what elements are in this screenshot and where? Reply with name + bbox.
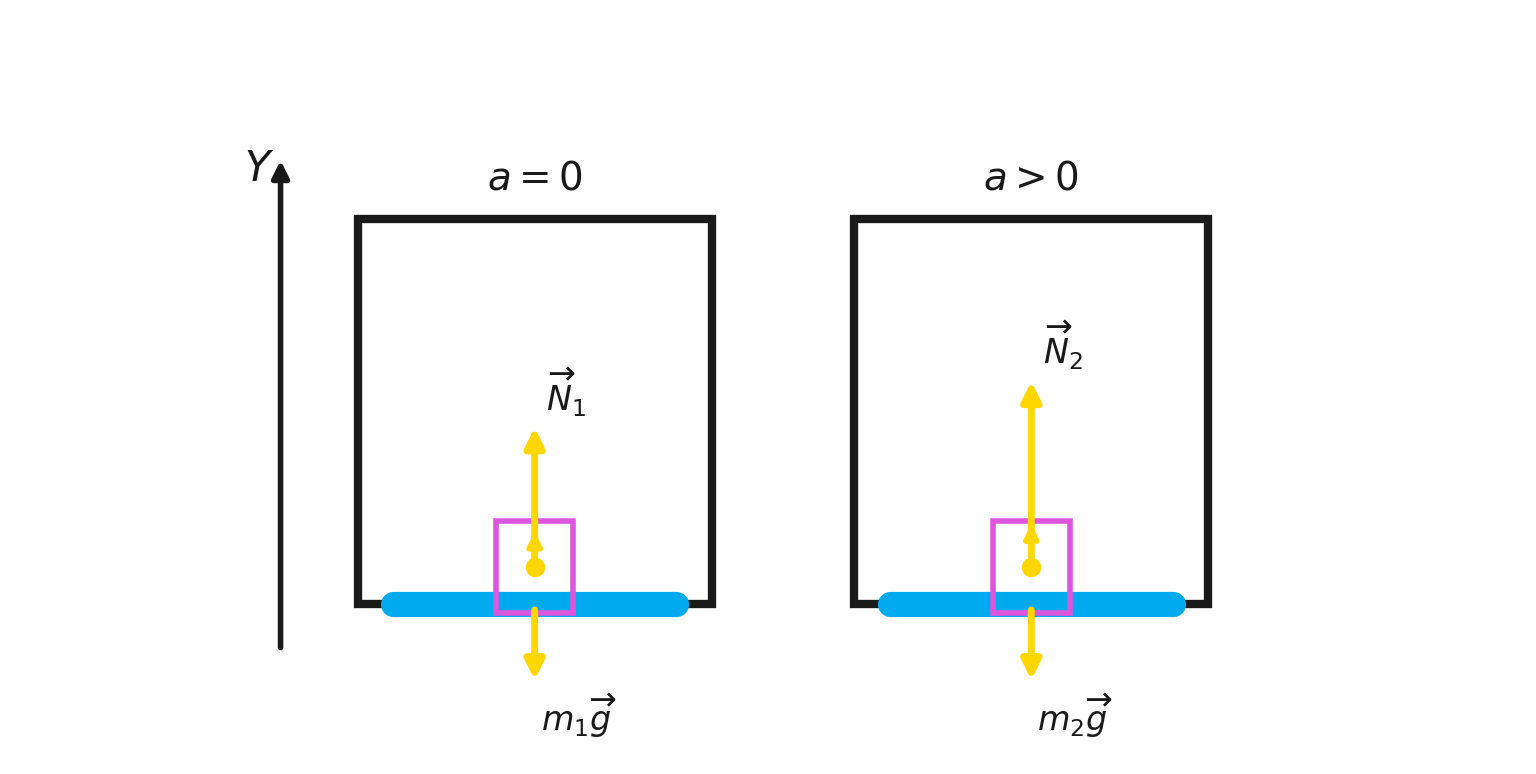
Text: $\overrightarrow{N}_1$: $\overrightarrow{N}_1$ <box>547 365 587 419</box>
Text: $m_1\overrightarrow{g}$: $m_1\overrightarrow{g}$ <box>541 692 617 740</box>
Text: $a > 0$: $a > 0$ <box>983 160 1080 197</box>
Bar <box>992 521 1069 614</box>
Text: $Y$: $Y$ <box>244 148 273 190</box>
Bar <box>496 521 573 614</box>
Bar <box>854 219 1209 604</box>
Text: $a = 0$: $a = 0$ <box>487 160 582 197</box>
Bar <box>889 594 1174 615</box>
Bar <box>393 594 676 615</box>
Bar <box>358 219 711 604</box>
Text: $m_2\overrightarrow{g}$: $m_2\overrightarrow{g}$ <box>1037 692 1114 740</box>
Text: $\overrightarrow{N}_2$: $\overrightarrow{N}_2$ <box>1043 320 1083 372</box>
